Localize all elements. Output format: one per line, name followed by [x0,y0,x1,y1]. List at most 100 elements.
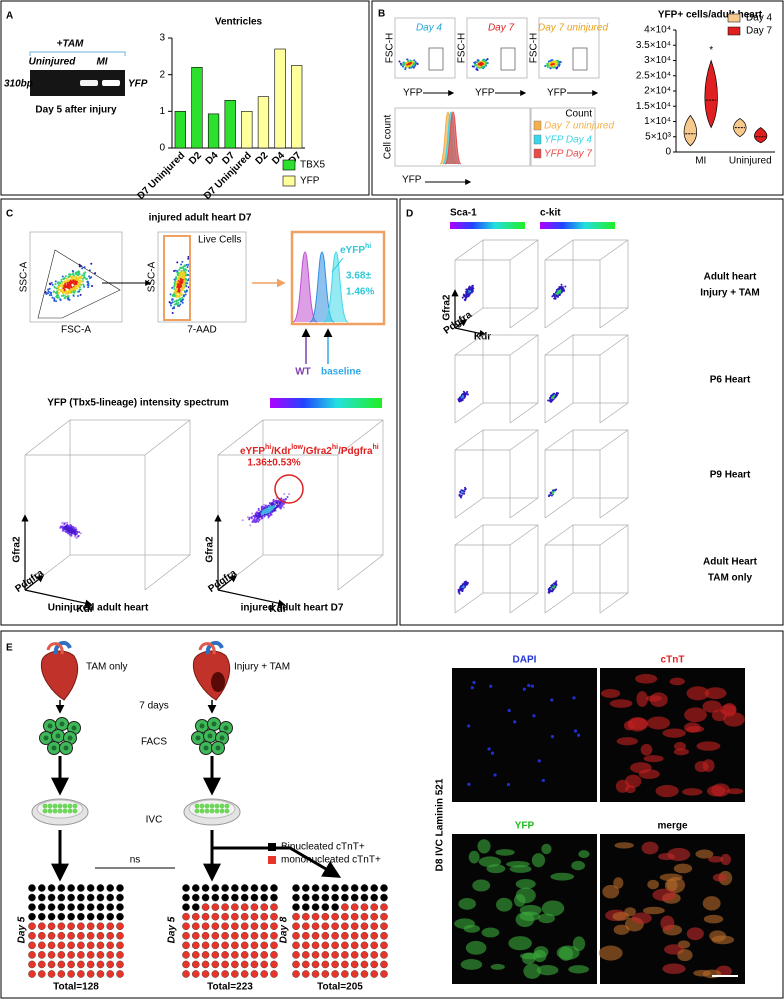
dot [86,960,95,969]
flow-dot [548,61,551,64]
bar [224,100,236,149]
violin [704,59,718,129]
image-label: merge [657,821,687,832]
label: eYFPhi/Kdrlow/Gfra2hi/Pdgfrahi [240,444,379,456]
dot [301,884,310,892]
flow-dot [406,63,409,66]
cell-signal [463,924,481,933]
cell-signal [695,849,714,859]
flow-dot [66,296,69,299]
dot [37,884,46,892]
flow-dot [186,274,189,277]
flow-dot [181,296,184,299]
dot [201,884,210,892]
flow-dot [48,287,51,290]
flow-dot [65,277,68,280]
cell [199,803,205,809]
cell [209,808,215,814]
flow-dot [64,292,67,295]
flow-dot [66,523,69,526]
panel-border [0,198,398,626]
flow-dot [175,287,178,290]
dot [260,893,269,902]
cell-signal [477,839,491,854]
heart-icon [40,650,79,701]
dot [96,912,105,921]
cell-signal [522,687,526,691]
flow-dot [57,288,60,291]
flow-dot [82,283,85,286]
cell-signal [468,850,480,864]
flow-dot [76,287,79,290]
flow-dot [182,285,185,288]
dot [86,903,95,911]
flow-dot [88,275,91,278]
flow-dot [173,290,176,293]
box-3d-face [572,429,629,499]
flow-dot [271,506,274,509]
flow-dot [184,291,187,294]
dot [240,884,249,892]
dot [292,960,300,969]
dot [221,941,229,950]
flow-dot [50,293,53,296]
dot [350,884,359,892]
cell-signal [536,965,559,976]
dot [331,922,339,931]
label: ns [130,855,141,866]
axis-arrow [217,589,286,607]
cell-signal [609,699,633,708]
flow-dot [558,286,561,289]
flow-dot [63,285,66,288]
dot [47,941,56,950]
y-tick-label: 1 [159,106,165,117]
dot [67,951,75,959]
dot [370,922,379,931]
dot [106,893,115,902]
box-3d-face [572,239,629,309]
flow-dot [553,489,556,492]
flow-dot [81,277,84,280]
flow-dot [461,396,464,399]
flow-dot [470,289,473,292]
legend-title: Count [565,109,592,120]
flow-dot [552,392,555,395]
cell [47,803,53,809]
cell-signal [490,963,505,970]
flow-dot [254,521,257,524]
flow-dot [288,493,291,496]
flow-dot [549,589,552,592]
dot [350,893,359,902]
dot [57,884,66,892]
axis-arrow [217,575,238,591]
cell-signal [684,707,707,723]
flow-dot [552,489,555,492]
dot [221,970,229,978]
label: YFP (Tbx5-lineage) intensity spectrum [47,398,229,409]
cell-signal [550,872,575,881]
label-part: eYFP [340,245,365,256]
dot [301,893,310,902]
dot [47,960,56,969]
gate [500,47,516,71]
flow-dot [272,500,275,503]
flow-dot [267,510,270,513]
cell [194,808,200,814]
flow-dot [282,506,285,509]
dot [270,884,278,892]
spectrum-bar [270,398,382,408]
panel-border [371,0,784,196]
dot [116,960,124,969]
flow-dot [400,64,403,67]
flow-dot [551,588,554,591]
dot [380,922,388,931]
cell-signal [652,888,677,902]
flow-dot [64,282,67,285]
dot [260,941,269,950]
histogram-peak [444,111,462,165]
dot [240,922,249,931]
flow-dot [186,279,189,282]
dot [331,893,339,902]
flow-dot [60,278,63,281]
dot [106,922,115,931]
